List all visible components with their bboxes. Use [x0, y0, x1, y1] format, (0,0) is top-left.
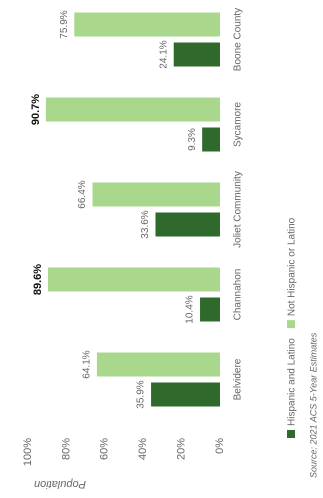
bar	[92, 182, 220, 207]
x-tick-label: Sycamore	[233, 102, 244, 147]
x-tick-label: Boone County	[233, 8, 244, 71]
legend-swatch	[287, 430, 295, 438]
bar	[96, 352, 220, 377]
legend-label: Not Hispanic or Latino	[287, 217, 298, 316]
data-label: 9.3%	[187, 128, 198, 151]
rotated-chart: Population Source: 2021 ACS 5-Year Estim…	[22, 8, 318, 490]
data-label: 64.1%	[82, 350, 93, 378]
legend-label: Hispanic and Latino	[287, 338, 298, 426]
bar	[45, 97, 220, 122]
data-label: 24.1%	[158, 40, 169, 68]
y-tick-label: 0%	[214, 438, 226, 454]
y-tick-label: 20%	[176, 438, 188, 460]
data-label: 66.4%	[77, 180, 88, 208]
y-tick-label: 100%	[22, 438, 34, 466]
x-tick-label: Joliet Community	[233, 171, 244, 248]
bar	[47, 267, 220, 292]
y-axis-title: Population	[34, 478, 86, 490]
bar	[151, 382, 221, 407]
y-tick-label: 60%	[99, 438, 111, 460]
y-tick-label: 40%	[137, 438, 149, 460]
x-tick-label: Belvidere	[233, 358, 244, 400]
data-label: 89.6%	[32, 264, 44, 295]
bar	[173, 42, 220, 67]
data-label: 75.9%	[59, 10, 70, 38]
data-label: 35.9%	[136, 380, 147, 408]
bar	[200, 297, 220, 322]
data-label: 33.6%	[140, 210, 151, 238]
x-tick-label: Channahon	[233, 269, 244, 321]
bar	[155, 212, 221, 237]
data-label: 10.4%	[185, 295, 196, 323]
legend-swatch	[287, 320, 295, 329]
y-tick-label: 80%	[60, 438, 72, 460]
bar	[74, 12, 220, 37]
data-label: 90.7%	[30, 94, 42, 125]
source-note: Source: 2021 ACS 5-Year Estimates	[308, 332, 318, 478]
bar	[202, 127, 220, 152]
